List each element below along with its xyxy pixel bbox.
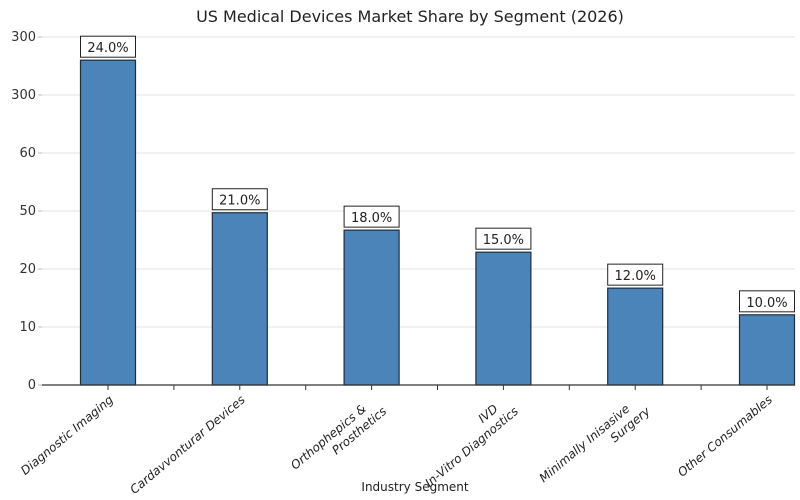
data-label: 10.0% xyxy=(746,296,787,311)
x-tick-label-line: Diagnostic Imaging xyxy=(18,392,116,478)
x-tick-label-line: Other Consumables xyxy=(675,393,775,480)
x-tick-label: Other Consumables xyxy=(675,393,775,480)
data-label-box xyxy=(607,263,664,286)
y-tick-label: 300 xyxy=(11,30,36,45)
y-tick-label: 50 xyxy=(19,204,36,219)
x-tick-label: Cardavvonturar Devices xyxy=(127,393,247,497)
data-label: 24.0% xyxy=(87,41,128,56)
y-tick-label: 60 xyxy=(19,146,36,161)
bar xyxy=(211,212,268,386)
x-tick-label: Diagnostic Imaging xyxy=(18,392,116,478)
bar xyxy=(79,59,137,386)
x-tick-label-line: In-Vitro Diagnostics xyxy=(422,404,521,490)
bar xyxy=(607,287,664,386)
x-tick-label-line: Cardavvonturar Devices xyxy=(127,393,247,497)
data-label-box xyxy=(343,205,400,228)
data-label: 18.0% xyxy=(351,211,392,226)
x-axis-title: Industry Segment xyxy=(361,480,468,494)
data-label-box xyxy=(211,188,268,211)
x-tick-label: Orthophepics &Prosthetics xyxy=(288,402,389,473)
y-tick-label: 20 xyxy=(19,262,36,277)
bar xyxy=(343,229,400,386)
y-tick-label: 0 xyxy=(28,378,36,393)
y-tick-label: 10 xyxy=(19,320,36,335)
bar xyxy=(738,314,796,386)
chart-title: US Medical Devices Market Share by Segme… xyxy=(196,7,624,26)
data-label-box xyxy=(739,290,795,313)
data-label: 12.0% xyxy=(615,269,656,284)
y-tick-label: 300 xyxy=(11,88,36,103)
data-label-box xyxy=(80,35,136,58)
data-label: 15.0% xyxy=(483,233,524,248)
bar xyxy=(475,251,532,386)
data-label-box xyxy=(475,227,532,250)
data-label: 21.0% xyxy=(219,194,260,209)
